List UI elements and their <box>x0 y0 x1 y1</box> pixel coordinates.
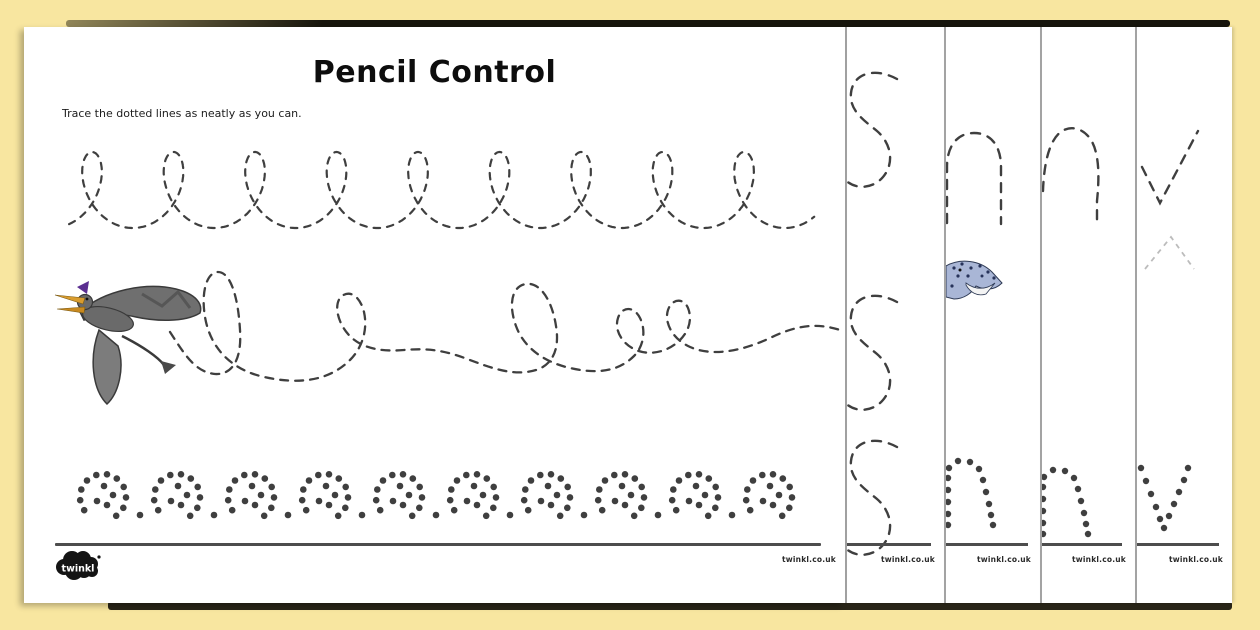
page-title: Pencil Control <box>312 55 557 90</box>
website-url: twinkl.co.uk <box>1071 555 1126 564</box>
twinkl-logo-text: twinkl <box>62 564 95 575</box>
page-stack-shadow-bottom <box>108 601 1232 610</box>
page-stack-shadow-top <box>66 20 1230 27</box>
website-url: twinkl.co.uk <box>976 555 1031 564</box>
stacked-page-n-arches: twinkl.co.uk <box>944 27 1040 603</box>
dashed-s-curve-trace <box>847 71 931 556</box>
twinkl-logo: twinkl <box>56 551 101 580</box>
website-url: twinkl.co.uk <box>880 555 935 564</box>
dashed-flight-path-trace <box>168 270 842 382</box>
writing-baseline <box>55 543 821 546</box>
dashed-n-arch-trace <box>946 131 1028 546</box>
stacked-page-n-arches-2: twinkl.co.uk <box>1040 27 1135 603</box>
website-url: twinkl.co.uk <box>781 555 836 564</box>
dotted-letter-e-trace-row <box>76 471 796 520</box>
pterosaur-illustration <box>54 281 202 406</box>
instruction-text: Trace the dotted lines as neatly as you … <box>62 107 302 120</box>
stacked-page-v-zigzags: twinkl.co.uk <box>1135 27 1232 603</box>
website-url: twinkl.co.uk <box>1168 555 1223 564</box>
spotted-dinosaur-head-illustration <box>946 260 1003 300</box>
dashed-v-trace <box>1137 129 1219 546</box>
stacked-page-s-curves: twinkl.co.uk <box>845 27 944 603</box>
worksheet-page-main: Pencil Control Trace the dotted lines as… <box>24 27 845 603</box>
dashed-loop-trace-row <box>67 150 816 230</box>
dashed-n-arch-trace <box>1042 127 1122 546</box>
